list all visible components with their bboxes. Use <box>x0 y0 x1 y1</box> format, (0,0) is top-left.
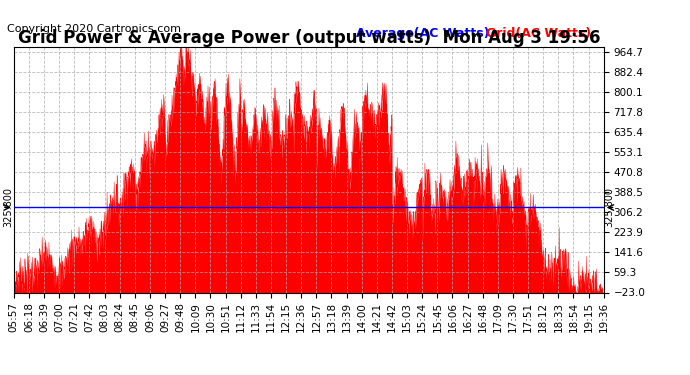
Text: 325.800: 325.800 <box>3 188 13 228</box>
Text: Average(AC Watts): Average(AC Watts) <box>356 27 489 40</box>
Text: Grid(AC Watts): Grid(AC Watts) <box>486 27 591 40</box>
Text: 325.800: 325.800 <box>604 188 614 228</box>
Title: Grid Power & Average Power (output watts)  Mon Aug 3 19:56: Grid Power & Average Power (output watts… <box>17 29 600 47</box>
Text: Copyright 2020 Cartronics.com: Copyright 2020 Cartronics.com <box>7 24 181 34</box>
